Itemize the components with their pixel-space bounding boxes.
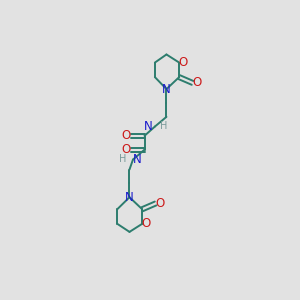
Text: N: N xyxy=(162,82,170,96)
Text: N: N xyxy=(144,120,153,133)
Text: O: O xyxy=(122,143,131,156)
Text: O: O xyxy=(179,56,188,69)
Text: O: O xyxy=(122,129,131,142)
Text: N: N xyxy=(133,153,142,166)
Text: O: O xyxy=(193,76,202,89)
Text: H: H xyxy=(119,154,127,164)
Text: H: H xyxy=(160,121,167,130)
Text: O: O xyxy=(156,197,165,210)
Text: O: O xyxy=(142,217,151,230)
Text: N: N xyxy=(125,191,134,204)
